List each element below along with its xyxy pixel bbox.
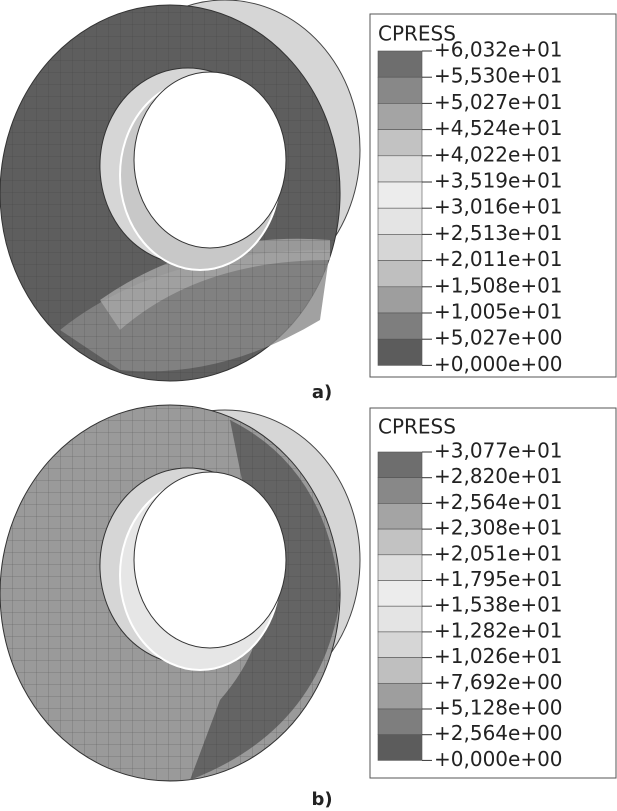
legend-label: +5,027e+00 [434,326,563,350]
legend-label: +0,000e+00 [434,747,563,771]
legend-swatch [377,605,423,633]
legend-swatch [377,528,423,556]
legend-swatch [377,338,423,366]
legend-swatch [377,708,423,736]
legend-swatch [377,155,423,183]
legend-swatch [377,580,423,607]
legend-label: +3,016e+01 [434,195,563,219]
legend-swatch [377,477,423,504]
legend-swatch [377,181,423,209]
legend-title: CPRESS [378,415,456,439]
legend-label: +2,513e+01 [434,221,563,245]
legend-label: +1,005e+01 [434,300,563,324]
legend-label: +3,077e+01 [434,439,563,463]
legend-label: +0,000e+00 [434,352,563,376]
legend-swatch [377,260,423,288]
legend-swatch [377,631,423,658]
legend-swatch [377,734,423,761]
legend-label: +7,692e+00 [434,670,563,694]
legend-label: +4,524e+01 [434,116,563,140]
legend-swatch [377,50,423,78]
caption: a) [312,382,332,403]
legend-label: +5,530e+01 [434,64,563,88]
legend-swatch [377,682,423,710]
legend-label: +5,128e+00 [434,696,563,720]
legend-label: +2,011e+01 [434,247,563,271]
caption: b) [311,789,332,810]
legend-label: +2,051e+01 [434,541,563,565]
legend-swatch [377,76,423,104]
legend-swatch [377,503,423,530]
legend-label: +1,508e+01 [434,273,563,297]
legend-swatch [377,286,423,314]
legend-label: +2,564e+00 [434,721,563,745]
ring-b [0,404,361,782]
legend-label: +1,538e+01 [434,593,563,617]
legend-swatch [377,103,423,130]
legend-swatch [377,129,423,157]
legend-label: +6,032e+01 [434,38,563,62]
legend-label: +4,022e+01 [434,142,563,166]
legend-swatch [377,554,423,581]
legend-title: CPRESS [378,22,456,46]
legend-label: +1,795e+01 [434,567,563,591]
legend-swatch [377,451,423,479]
legend-label: +3,519e+01 [434,169,563,193]
legend-label: +5,027e+01 [434,90,563,114]
legend-label: +2,308e+01 [434,516,563,540]
legend-label: +2,564e+01 [434,490,563,514]
legend-label: +2,820e+01 [434,464,563,488]
legend-swatch [377,657,423,684]
legend-swatch [377,234,423,261]
ring-a [0,0,361,382]
legend-label: +1,026e+01 [434,644,563,668]
legend-label: +1,282e+01 [434,618,563,642]
legend-swatch [377,207,423,235]
legend-swatch [377,312,423,340]
